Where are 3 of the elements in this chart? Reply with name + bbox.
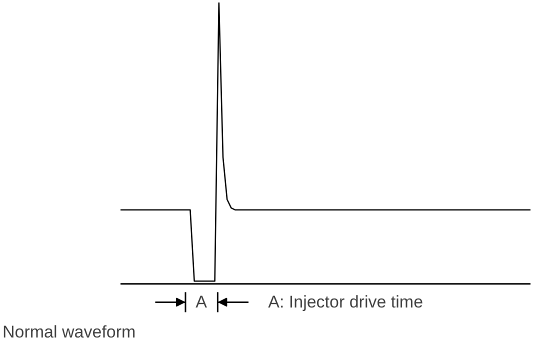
text: Normal waveform <box>2 322 136 342</box>
text: A: Injector drive time <box>268 292 424 312</box>
text: A <box>196 292 208 312</box>
